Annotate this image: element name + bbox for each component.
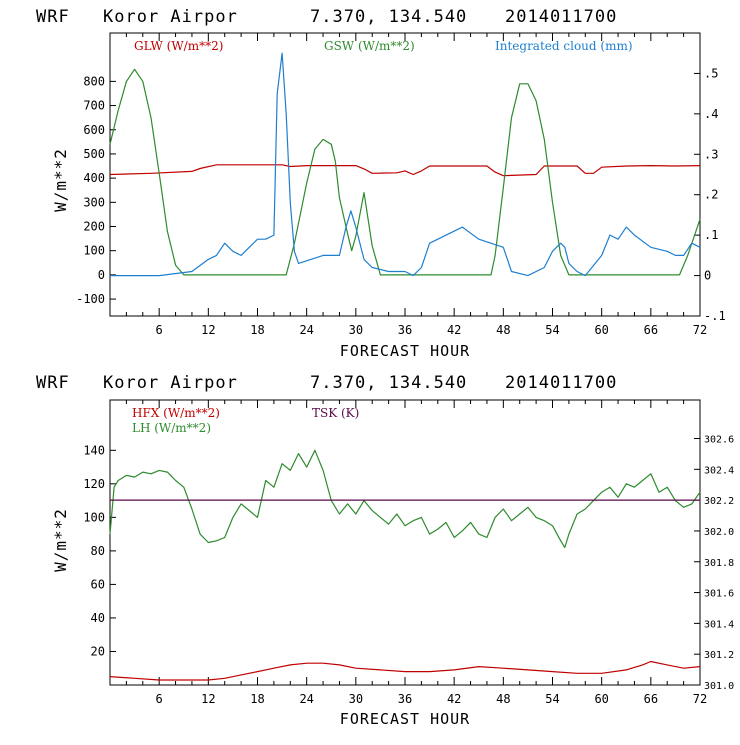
panel-2-model: WRF xyxy=(36,373,70,393)
panel-1-x-axis: 6 12 18 24 30 36 42 48 54 60 66 72 xyxy=(109,33,707,337)
x-tick-label: 66 xyxy=(644,692,658,706)
series-line-integrated xyxy=(110,52,701,277)
y-tick-label: 300 xyxy=(83,195,105,209)
y2-tick-label: 301.8 xyxy=(704,558,734,569)
x-tick-label: 30 xyxy=(349,323,363,337)
x-tick-label: 36 xyxy=(398,692,412,706)
y-tick-label: 500 xyxy=(83,147,105,161)
x-tick-label: 54 xyxy=(545,323,559,337)
x-tick-label: 48 xyxy=(496,323,510,337)
x-tick-label: 42 xyxy=(447,323,461,337)
legend-tsk: TSK (K) xyxy=(312,406,359,420)
panel-1-model: WRF xyxy=(36,7,70,27)
panel-2-x-axis: 6 12 18 24 30 36 42 48 54 60 66 72 xyxy=(109,400,707,706)
y2-tick-label: 301.0 xyxy=(704,681,734,692)
x-tick-label: 36 xyxy=(398,323,412,337)
y-tick-label: 80 xyxy=(91,544,105,558)
panel-1-y-axis-label: W/m**2 xyxy=(51,148,70,212)
y-tick-label: 0 xyxy=(98,268,105,282)
panel-1-station: Koror Airpor xyxy=(103,7,238,27)
y-tick-label: 800 xyxy=(83,74,105,88)
x-tick-label: 54 xyxy=(545,692,559,706)
y-tick-label: 20 xyxy=(91,644,105,658)
y2-tick-label: 302.4 xyxy=(704,465,734,476)
panel-2-coords: 7.370, 134.540 xyxy=(310,373,467,393)
y2-tick-label: 302.6 xyxy=(704,435,734,446)
x-tick-label: 12 xyxy=(201,692,215,706)
y-tick-label: 40 xyxy=(91,611,105,625)
radiation-panel: WRF Koror Airpor 7.370, 134.540 20140117… xyxy=(36,7,726,360)
panel-2-y-axis: 20 40 60 80 100 120 140 xyxy=(83,443,116,658)
y-tick-label: 400 xyxy=(83,171,105,185)
y2-tick-label: .3 xyxy=(704,147,718,161)
x-tick-label: 6 xyxy=(156,692,163,706)
series-line-glw xyxy=(109,164,701,177)
x-tick-label: 18 xyxy=(250,692,264,706)
x-tick-label: 66 xyxy=(644,323,658,337)
y-tick-label: 60 xyxy=(91,577,105,591)
panel-2-y-axis-label: W/m**2 xyxy=(51,508,70,572)
x-tick-label: 72 xyxy=(693,692,707,706)
y-tick-label: 100 xyxy=(83,244,105,258)
y2-tick-label: 301.2 xyxy=(704,650,734,661)
panel-2-init-time: 2014011700 xyxy=(505,373,617,393)
panel-1-series xyxy=(109,52,701,277)
panel-1-y2-axis: -.1 0 .1 .2 .3 .4 .5 xyxy=(694,66,726,323)
panel-1-x-axis-label: FORECAST HOUR xyxy=(340,342,470,360)
y-tick-label: 700 xyxy=(83,99,105,113)
y2-tick-label: 301.6 xyxy=(704,589,734,600)
y2-tick-label: 302.2 xyxy=(704,496,734,507)
legend-gsw: GSW (W/m**2) xyxy=(324,39,415,53)
y2-tick-label: .2 xyxy=(704,188,718,202)
x-tick-label: 24 xyxy=(299,692,313,706)
legend-hfx: HFX (W/m**2) xyxy=(132,406,220,420)
legend-glw: GLW (W/m**2) xyxy=(134,39,223,53)
panel-2-x-axis-label: FORECAST HOUR xyxy=(340,710,470,728)
x-tick-label: 12 xyxy=(201,323,215,337)
y-tick-label: 200 xyxy=(83,220,105,234)
series-line-lh xyxy=(109,449,701,549)
y2-tick-label: 0 xyxy=(704,269,711,283)
legend-integrated-cloud: Integrated cloud (mm) xyxy=(495,39,633,53)
series-line-gsw xyxy=(109,68,701,276)
panel-2-y2-axis: 301.0 301.2 301.4 301.6 301.8 302.0 302.2 302.4… xyxy=(694,435,734,692)
y-tick-label: 100 xyxy=(83,510,105,524)
panel-1-init-time: 2014011700 xyxy=(505,7,617,27)
x-tick-label: 60 xyxy=(594,692,608,706)
legend-lh: LH (W/m**2) xyxy=(132,421,211,435)
y2-tick-label: 302.0 xyxy=(704,527,734,538)
flux-panel: WRF Koror Airpor 7.370, 134.540 20140117… xyxy=(36,373,734,728)
y2-tick-label: .5 xyxy=(704,66,718,80)
series-line-hfx xyxy=(109,660,701,681)
y2-tick-label: .4 xyxy=(704,107,718,121)
x-tick-label: 18 xyxy=(250,323,264,337)
y-tick-label: 120 xyxy=(83,477,105,491)
x-tick-label: 48 xyxy=(496,692,510,706)
y2-tick-label: 301.4 xyxy=(704,619,734,630)
panel-1-y-axis: -100 0 100 200 300 400 500 600 700 800 xyxy=(76,74,116,306)
panel-2-station: Koror Airpor xyxy=(103,373,238,393)
y2-tick-label: .1 xyxy=(704,228,718,242)
x-tick-label: 60 xyxy=(594,323,608,337)
x-tick-label: 42 xyxy=(447,692,461,706)
y-tick-label: -100 xyxy=(76,292,105,306)
x-tick-label: 6 xyxy=(156,323,163,337)
panel-2-series xyxy=(109,449,701,681)
x-tick-label: 72 xyxy=(693,323,707,337)
y-tick-label: 600 xyxy=(83,123,105,137)
y2-tick-label: -.1 xyxy=(704,309,726,323)
x-tick-label: 30 xyxy=(349,692,363,706)
panel-1-coords: 7.370, 134.540 xyxy=(310,7,467,27)
x-tick-label: 24 xyxy=(299,323,313,337)
y-tick-label: 140 xyxy=(83,443,105,457)
